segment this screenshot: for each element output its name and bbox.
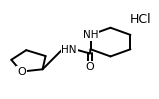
Text: HN: HN [61, 45, 77, 55]
Text: HCl: HCl [130, 13, 152, 26]
Text: O: O [85, 62, 94, 72]
Text: O: O [17, 67, 26, 77]
Text: NH: NH [83, 30, 98, 40]
